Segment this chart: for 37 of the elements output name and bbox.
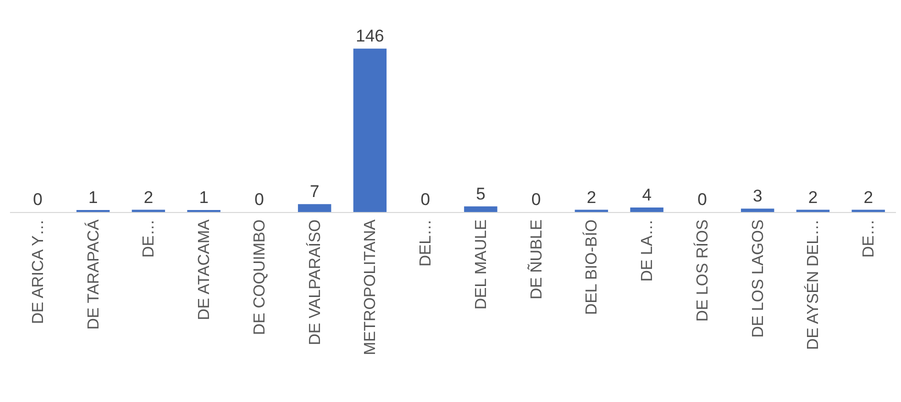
x-tick-label: DE AYSÉN DEL… [804,219,822,350]
data-label: 2 [864,188,874,207]
x-tick-label: DE LA… [639,219,656,282]
data-label: 146 [356,26,384,46]
bar [464,206,498,212]
data-label: 0 [254,190,264,209]
data-label: 2 [586,188,596,207]
data-label: 2 [144,188,154,207]
bar [740,208,774,212]
bar [353,48,387,212]
x-tick-label: METROPOLITANA [362,219,380,356]
data-label: 7 [310,182,320,202]
x-tick-label: DE VALPARAÍSO [306,219,324,346]
x-tick-label: DE ATACAMA [196,219,214,320]
x-tick-label: DEL BIO-BÍO [582,219,601,315]
data-label: 5 [476,184,486,204]
x-tick-label: DE TARAPACÁ [84,219,102,330]
x-tick-label: DE LOS RÍOS [693,219,712,322]
data-label: 0 [697,190,707,209]
data-label: 4 [642,186,652,205]
x-tick-label: DE… [860,219,878,258]
x-tick-label: DEL MAULE [472,219,490,310]
bar [630,208,664,212]
data-label: 1 [88,188,98,207]
data-label: 1 [199,188,209,207]
data-label: 0 [531,190,541,209]
x-tick-label: DE LOS LAGOS [750,219,767,338]
data-label: 0 [420,190,430,209]
data-label: 0 [32,190,42,209]
x-tick-label: DE… [140,219,158,258]
x-tick-label: DEL… [418,219,435,267]
x-tick-label: DE ARICA Y… [30,219,47,324]
x-tick-label: DE COQUIMBO [251,219,268,335]
bar [298,204,332,212]
x-tick-label: DE ÑUBLE [526,219,546,300]
data-label: 3 [752,186,762,206]
data-label: 2 [808,188,818,207]
